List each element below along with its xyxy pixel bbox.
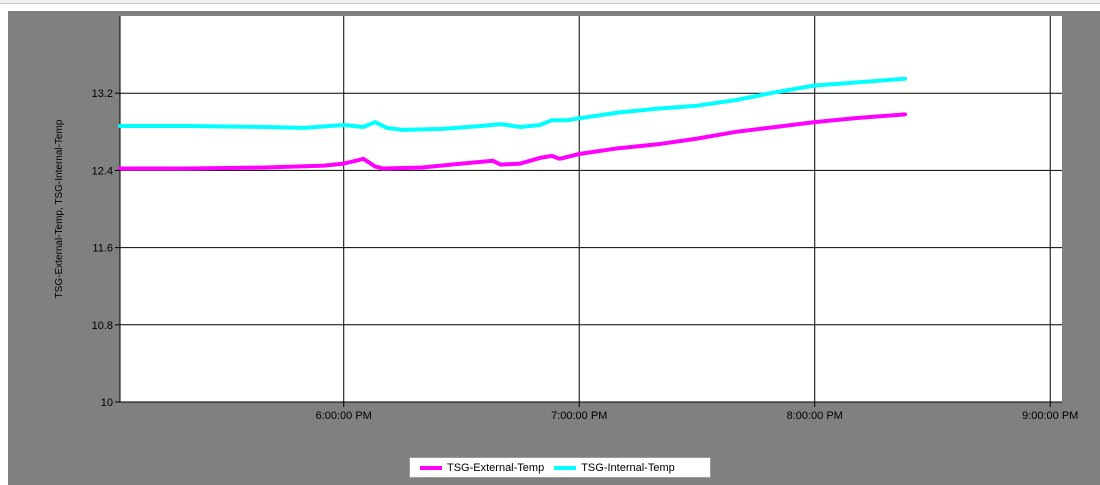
y-tick-label: 12.4: [92, 165, 113, 177]
y-tick-label: 11.6: [92, 243, 113, 255]
x-tick-label: 8:00:00 PM: [787, 410, 843, 422]
y-tick-label: 10: [101, 397, 113, 409]
y-axis-ticks: 10 10.8 11.6 12.4 13.2: [92, 88, 120, 409]
series-lines: [118, 76, 907, 171]
y-tick-label: 10.8: [92, 320, 113, 332]
legend-swatch-internal: [554, 465, 577, 470]
chart-panel: 10 10.8 11.6 12.4 13.2 6:00:00 PM 7:00:00 PM 8…: [8, 11, 1100, 485]
plot-area: [120, 16, 1062, 402]
legend-label-internal: TSG-Internal-Temp: [581, 461, 675, 474]
chart-legend: TSG-External-Temp TSG-Internal-Temp: [409, 457, 711, 478]
grid-lines: [119, 16, 1062, 403]
x-axis-ticks: 6:00:00 PM 7:00:00 PM 8:00:00 PM 9:00:00 PM: [316, 402, 1078, 422]
x-tick-label: 9:00:00 PM: [1022, 410, 1078, 422]
window-top-border: [0, 0, 1100, 4]
legend-item-external: TSG-External-Temp: [420, 462, 544, 474]
line-chart: 10 10.8 11.6 12.4 13.2 6:00:00 PM 7:00:00 PM 8…: [54, 16, 1078, 422]
x-tick-label: 6:00:00 PM: [316, 410, 372, 422]
x-tick-label: 7:00:00 PM: [551, 410, 607, 422]
legend-item-internal: TSG-Internal-Temp: [554, 462, 675, 474]
y-tick-label: 13.2: [92, 88, 113, 100]
legend-label-external: TSG-External-Temp: [447, 461, 545, 474]
y-axis-title: TSG-External-Temp, TSG-Internal-Temp: [54, 119, 65, 298]
legend-swatch-external: [420, 465, 442, 470]
series-line-external-temp: [118, 112, 907, 171]
series-line-internal-temp: [118, 76, 907, 132]
